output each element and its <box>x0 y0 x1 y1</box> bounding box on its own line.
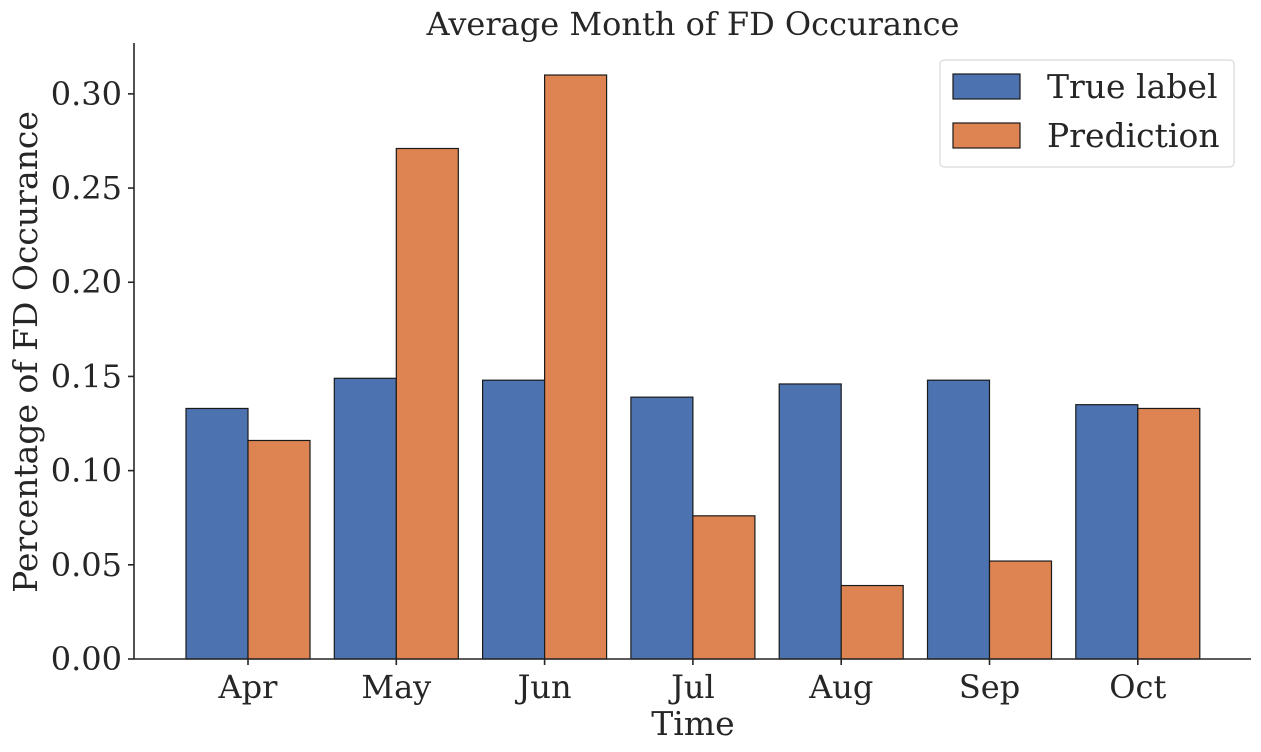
bars-layer <box>185 74 1201 660</box>
y-tick-label: 0.30 <box>51 75 122 113</box>
bar-prediction-jul <box>692 515 756 660</box>
y-tick-label: 0.05 <box>51 546 122 584</box>
y-tick-label: 0.20 <box>51 263 122 301</box>
bar-prediction-aug <box>840 584 904 660</box>
bar-prediction-apr <box>247 439 311 660</box>
x-tick-label-oct: Oct <box>1109 668 1166 706</box>
x-tick-label-may: May <box>361 668 431 706</box>
y-axis-label: Percentage of FD Occurance <box>6 111 45 593</box>
bar-prediction-oct <box>1137 407 1201 660</box>
bar-true-label-sep <box>926 379 991 660</box>
x-axis-label: Time <box>651 704 734 743</box>
x-ticks: Apr May Jun Jul Aug Sep Oct <box>218 659 1166 706</box>
y-ticks: 0.00 0.05 0.10 0.15 0.20 0.25 0.30 <box>51 75 134 678</box>
chart-title: Average Month of FD Occurance <box>426 5 960 43</box>
bar-true-label-oct <box>1075 404 1139 660</box>
x-tick-label-aug: Aug <box>808 668 873 706</box>
x-tick-label-jul: Jul <box>668 668 715 706</box>
bar-true-label-may <box>333 377 397 660</box>
y-tick-label: 0.15 <box>51 357 122 395</box>
bar-true-label-jun <box>482 379 546 660</box>
bar-prediction-jun <box>543 74 608 660</box>
x-tick-label-jun: Jun <box>515 668 572 706</box>
legend-swatch-true-label <box>952 73 1021 100</box>
x-tick-label-apr: Apr <box>218 668 279 706</box>
y-tick-label: 0.25 <box>51 169 122 207</box>
bar-prediction-may <box>395 147 459 660</box>
y-tick-label: 0.00 <box>51 640 122 678</box>
legend-label-true-label: True label <box>1047 67 1218 106</box>
y-tick-label: 0.10 <box>51 452 122 490</box>
bar-true-label-jul <box>630 396 694 660</box>
legend: True label Prediction <box>939 59 1235 168</box>
bar-prediction-sep <box>988 560 1053 660</box>
bar-true-label-aug <box>778 383 842 660</box>
bar-true-label-apr <box>185 407 249 660</box>
legend-label-prediction: Prediction <box>1047 116 1220 155</box>
legend-swatch-prediction <box>952 122 1021 149</box>
x-tick-label-sep: Sep <box>959 668 1020 706</box>
